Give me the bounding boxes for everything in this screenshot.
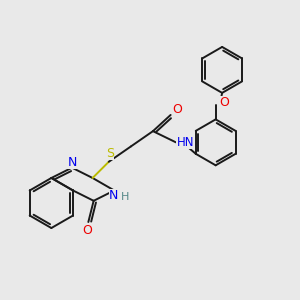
Text: O: O	[82, 224, 92, 237]
Text: O: O	[219, 96, 229, 110]
Text: N: N	[109, 189, 118, 202]
Text: O: O	[172, 103, 182, 116]
Text: HN: HN	[176, 136, 194, 149]
Text: H: H	[120, 192, 129, 202]
Text: S: S	[106, 147, 114, 160]
Text: N: N	[67, 156, 77, 169]
